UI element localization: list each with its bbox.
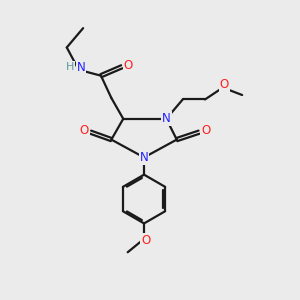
Text: N: N: [162, 112, 171, 125]
Text: N: N: [77, 61, 85, 74]
Text: O: O: [124, 59, 133, 72]
Text: O: O: [141, 234, 150, 247]
Text: O: O: [80, 124, 88, 137]
Text: O: O: [220, 78, 229, 91]
Text: O: O: [201, 124, 210, 137]
Text: N: N: [140, 151, 148, 164]
Text: H: H: [66, 62, 74, 72]
